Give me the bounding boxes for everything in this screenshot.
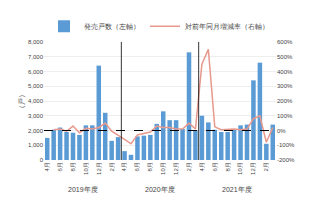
svg-text:600%: 600% — [277, 39, 293, 45]
svg-text:2月: 2月 — [109, 162, 115, 171]
svg-text:0: 0 — [40, 157, 44, 163]
svg-text:100%: 100% — [277, 113, 293, 119]
svg-text:2020年度: 2020年度 — [145, 186, 175, 193]
svg-text:400%: 400% — [277, 69, 293, 75]
svg-text:12月: 12月 — [96, 162, 102, 175]
svg-text:2021年度: 2021年度 — [222, 186, 252, 193]
svg-text:-100%: -100% — [277, 142, 295, 148]
svg-text:6月: 6月 — [134, 162, 140, 171]
svg-text:10月: 10月 — [238, 162, 244, 175]
svg-text:4,000: 4,000 — [28, 98, 44, 104]
svg-text:4月: 4月 — [44, 162, 50, 171]
svg-text:6月: 6月 — [212, 162, 218, 171]
svg-text:10月: 10月 — [83, 162, 89, 175]
svg-text:6月: 6月 — [57, 162, 63, 171]
svg-text:5,000: 5,000 — [28, 83, 44, 89]
svg-text:12月: 12月 — [173, 162, 179, 175]
svg-text:200%: 200% — [277, 98, 293, 104]
svg-text:4月: 4月 — [199, 162, 205, 171]
svg-text:対前年同月増減率（右軸）: 対前年同月増減率（右軸） — [185, 22, 269, 31]
svg-text:10月: 10月 — [160, 162, 166, 175]
svg-text:0%: 0% — [277, 128, 286, 134]
svg-text:8,000: 8,000 — [28, 39, 44, 45]
svg-text:2,000: 2,000 — [28, 128, 44, 134]
svg-text:300%: 300% — [277, 83, 293, 89]
svg-text:発売戸数（左軸）: 発売戸数（左軸） — [84, 23, 140, 31]
svg-text:500%: 500% — [277, 54, 293, 60]
svg-text:-200%: -200% — [277, 157, 295, 163]
svg-text:2月: 2月 — [263, 162, 269, 171]
svg-text:2月: 2月 — [186, 162, 192, 171]
svg-text:1,000: 1,000 — [28, 142, 44, 148]
svg-text:8月: 8月 — [70, 162, 76, 171]
svg-text:6,000: 6,000 — [28, 69, 44, 75]
svg-text:7,000: 7,000 — [28, 54, 44, 60]
svg-text:12月: 12月 — [250, 162, 256, 175]
svg-text:2019年度: 2019年度 — [68, 186, 98, 193]
svg-text:（戸）: （戸） — [18, 91, 26, 112]
svg-text:3,000: 3,000 — [28, 113, 44, 119]
svg-text:8月: 8月 — [147, 162, 153, 171]
svg-text:8月: 8月 — [225, 162, 231, 171]
svg-text:4月: 4月 — [122, 162, 128, 171]
